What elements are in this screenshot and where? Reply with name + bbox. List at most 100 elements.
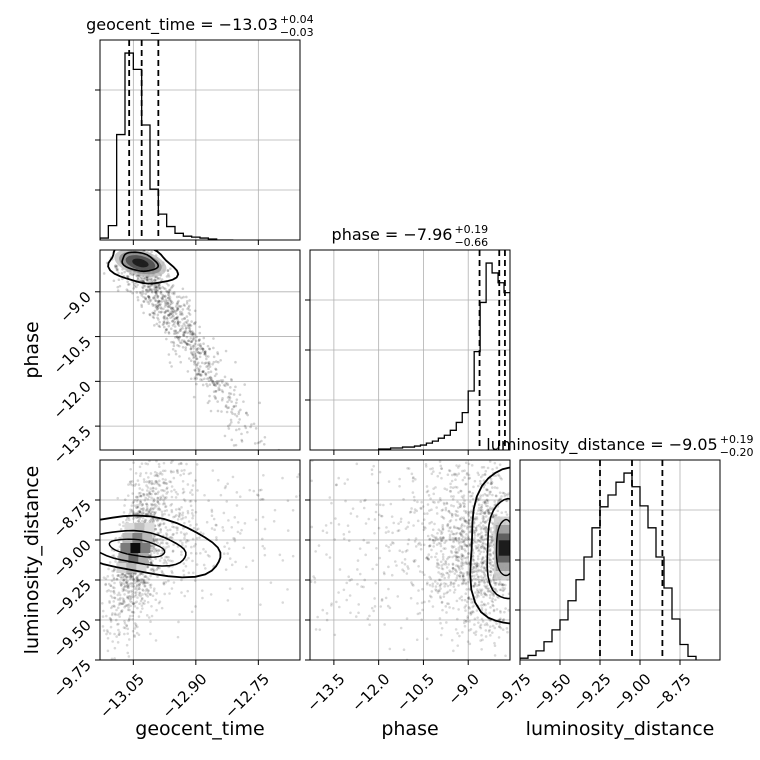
- sample-point: [462, 579, 466, 582]
- sample-point: [483, 512, 487, 515]
- sample-point: [181, 313, 184, 316]
- sample-point: [468, 530, 472, 534]
- sample-point: [109, 625, 113, 629]
- sample-point: [136, 274, 139, 278]
- sample-point: [428, 544, 432, 547]
- sample-point: [364, 498, 367, 502]
- sample-point: [150, 547, 154, 550]
- sample-point: [141, 607, 144, 610]
- sample-point: [166, 304, 169, 307]
- sample-point: [188, 323, 191, 326]
- sample-point: [124, 577, 128, 581]
- sample-point: [502, 618, 505, 622]
- sample-point: [258, 440, 261, 444]
- sample-point: [421, 571, 424, 574]
- sample-point: [177, 299, 180, 303]
- sample-point: [437, 563, 441, 567]
- sample-point: [167, 332, 171, 335]
- sample-point: [165, 316, 169, 320]
- sample-point: [176, 323, 180, 326]
- sample-point: [165, 486, 169, 490]
- sample-point: [146, 290, 149, 294]
- sample-point: [484, 533, 488, 537]
- sample-point: [142, 581, 145, 585]
- sample-point: [183, 316, 186, 320]
- sample-point: [442, 501, 446, 505]
- sample-point: [466, 573, 469, 577]
- sample-point: [152, 545, 155, 548]
- sample-point: [463, 542, 467, 546]
- sample-point: [212, 337, 215, 340]
- sample-point: [232, 444, 236, 447]
- sample-point: [146, 300, 150, 304]
- sample-point: [149, 593, 152, 596]
- sample-point: [484, 559, 488, 562]
- sample-point: [201, 596, 204, 600]
- sample-point: [186, 370, 190, 373]
- sample-point: [201, 370, 205, 374]
- sample-point: [488, 596, 492, 600]
- sample-point: [172, 515, 175, 519]
- sample-point: [177, 324, 181, 327]
- contour-outer: [100, 514, 222, 579]
- sample-point: [143, 480, 146, 484]
- sample-point: [449, 490, 453, 493]
- sample-point: [185, 326, 188, 330]
- sample-point: [156, 519, 159, 523]
- sample-point: [440, 467, 443, 470]
- sample-point: [459, 489, 463, 493]
- sample-point: [148, 481, 151, 485]
- sample-point: [104, 583, 107, 587]
- sample-point: [489, 526, 493, 530]
- sample-point: [449, 485, 453, 489]
- sample-point: [101, 615, 105, 618]
- sample-point: [475, 528, 478, 532]
- sample-point: [116, 574, 120, 577]
- sample-point: [486, 488, 489, 492]
- sample-point: [144, 462, 147, 465]
- sample-point: [157, 306, 160, 310]
- sample-point: [106, 575, 110, 578]
- sample-point: [149, 632, 152, 636]
- sample-point: [126, 608, 130, 612]
- sample-point: [113, 657, 116, 660]
- sample-point: [344, 499, 347, 503]
- sample-point: [224, 349, 228, 353]
- sample-point: [139, 580, 143, 584]
- sample-point: [143, 581, 147, 585]
- sample-point: [144, 471, 148, 475]
- sample-point: [205, 365, 208, 368]
- sample-point: [208, 347, 211, 351]
- sample-point: [484, 509, 488, 513]
- sample-point: [441, 536, 445, 540]
- sample-point: [153, 547, 157, 551]
- sample-point: [207, 499, 210, 503]
- sample-point: [444, 561, 448, 564]
- sample-point: [445, 611, 448, 614]
- sample-point: [160, 300, 164, 303]
- sample-point: [152, 497, 156, 501]
- sample-point: [179, 539, 182, 543]
- sample-point: [176, 526, 179, 530]
- sample-point: [171, 347, 175, 351]
- sample-point: [438, 595, 442, 598]
- sample-point: [182, 573, 186, 577]
- sample-point: [499, 609, 502, 613]
- sample-point: [126, 579, 129, 583]
- sample-point: [244, 565, 248, 569]
- sample-point: [132, 578, 135, 582]
- sample-point: [346, 524, 350, 527]
- sample-point: [310, 525, 314, 529]
- joint-panel-geocent_time_vs_phase: [95, 249, 301, 455]
- sample-point: [453, 572, 457, 575]
- sample-point: [481, 561, 485, 565]
- sample-point: [161, 297, 164, 301]
- y-tick-label: −9.0: [56, 288, 94, 326]
- sample-point: [425, 637, 429, 641]
- sample-point: [229, 418, 233, 422]
- sample-point: [118, 631, 121, 634]
- sample-point: [153, 536, 156, 540]
- sample-point: [135, 579, 139, 583]
- sample-point: [135, 579, 139, 582]
- sample-point: [161, 571, 164, 574]
